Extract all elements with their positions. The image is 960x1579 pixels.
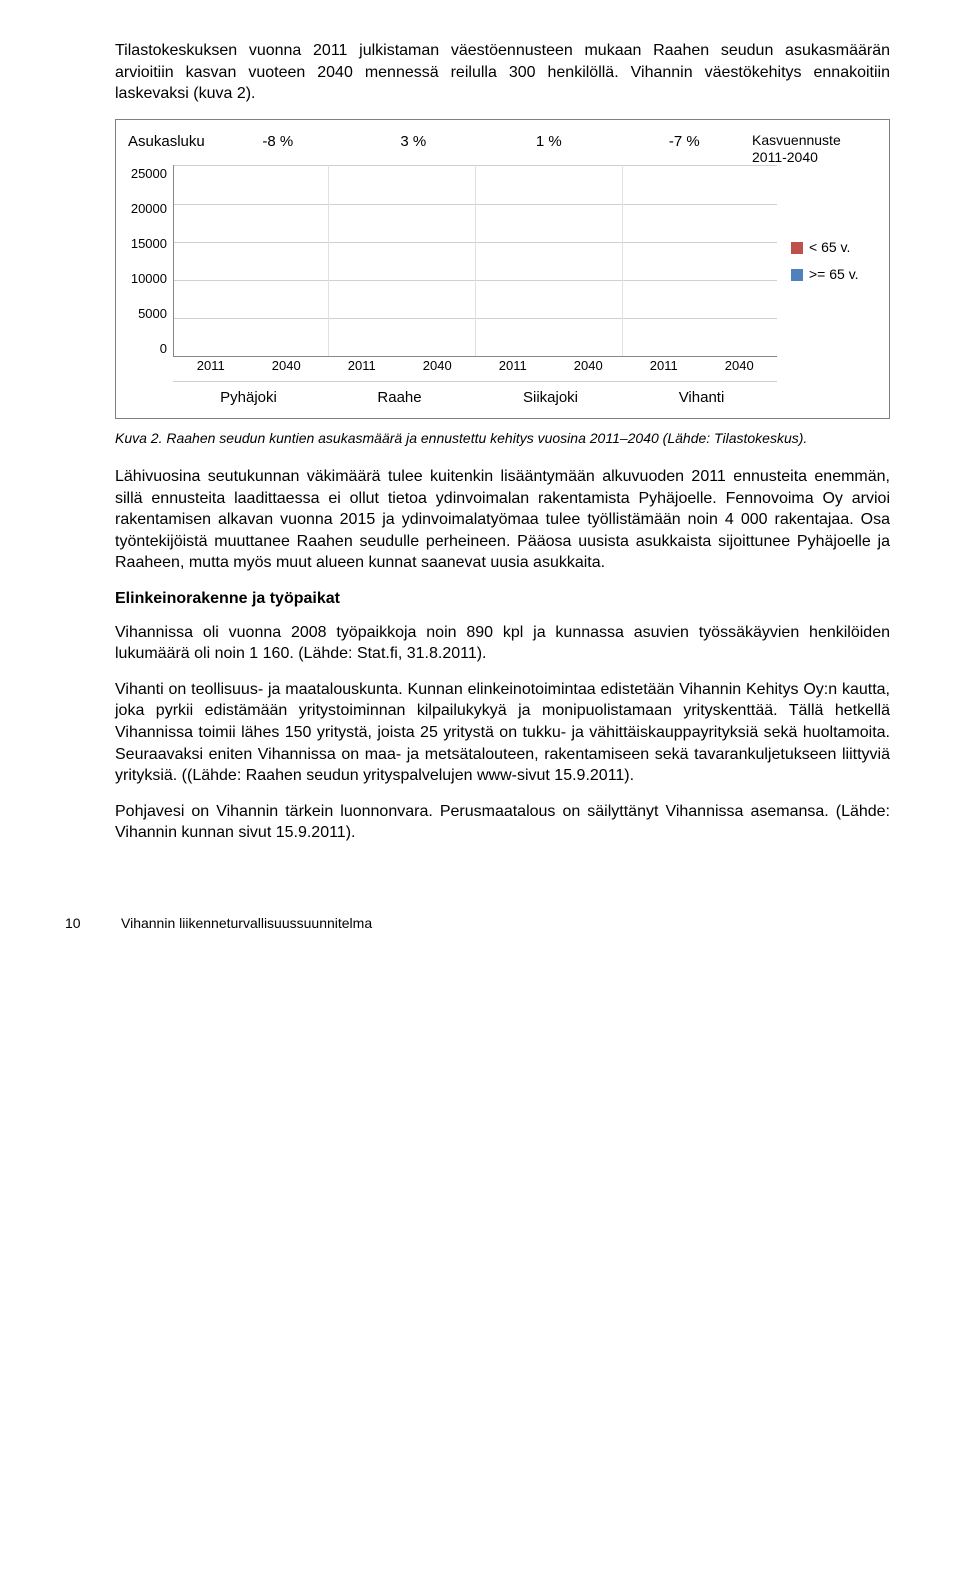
x-tick-year: 2011 — [626, 357, 702, 375]
page-footer: 10 Vihannin liikenneturvallisuussuunnite… — [65, 914, 890, 933]
x-axis-municipalities: PyhäjokiRaaheSiikajokiVihanti — [173, 375, 777, 412]
bar-group — [476, 165, 623, 356]
section-heading: Elinkeinorakenne ja työpaikat — [115, 588, 890, 610]
legend-swatch-icon — [791, 269, 803, 281]
y-tick: 10000 — [131, 270, 167, 288]
legend-swatch-icon — [791, 242, 803, 254]
legend-label: >= 65 v. — [809, 265, 859, 284]
growth-value: -7 % — [617, 132, 753, 152]
body-paragraph: Vihanti on teollisuus- ja maatalouskunta… — [115, 679, 890, 787]
growth-value: 3 % — [346, 132, 482, 152]
page-number: 10 — [65, 914, 95, 933]
growth-value: -8 % — [210, 132, 346, 152]
y-tick: 0 — [160, 340, 167, 358]
y-axis-ticks: 25000 20000 15000 10000 5000 0 — [128, 165, 173, 357]
body-paragraph: Vihannissa oli vuonna 2008 työpaikkoja n… — [115, 622, 890, 665]
bar-group — [623, 165, 769, 356]
body-paragraph: Lähivuosina seutukunnan väkimäärä tulee … — [115, 466, 890, 574]
plot-area — [173, 165, 777, 357]
x-tick-year: 2011 — [173, 357, 249, 375]
y-tick: 20000 — [131, 200, 167, 218]
y-tick: 15000 — [131, 235, 167, 253]
x-tick-year: 2040 — [702, 357, 778, 375]
footer-title: Vihannin liikenneturvallisuussuunnitelma — [121, 914, 372, 933]
intro-paragraph: Tilastokeskuksen vuonna 2011 julkistaman… — [115, 40, 890, 105]
x-tick-year: 2040 — [400, 357, 476, 375]
x-axis-years: 20112040201120402011204020112040 — [173, 357, 777, 375]
chart-caption: Kuva 2. Raahen seudun kuntien asukasmäär… — [115, 429, 890, 448]
bar-group — [329, 165, 476, 356]
x-tick-year: 2040 — [551, 357, 627, 375]
legend-item-under65: < 65 v. — [791, 238, 877, 257]
x-tick-year: 2011 — [324, 357, 400, 375]
chart-legend: < 65 v. >= 65 v. — [777, 165, 877, 357]
y-axis-label: Asukasluku — [128, 132, 210, 152]
population-chart: Asukasluku -8 % 3 % 1 % -7 % Kasvuennust… — [115, 119, 890, 419]
x-tick-municipality: Pyhäjoki — [173, 381, 324, 408]
growth-title: Kasvuennuste 2011-2040 — [752, 132, 877, 166]
x-tick-year: 2040 — [249, 357, 325, 375]
body-paragraph: Pohjavesi on Vihannin tärkein luonnonvar… — [115, 801, 890, 844]
x-tick-municipality: Raahe — [324, 381, 475, 408]
growth-percent-row: -8 % 3 % 1 % -7 % — [210, 132, 752, 158]
growth-value: 1 % — [481, 132, 617, 152]
y-tick: 5000 — [138, 305, 167, 323]
legend-item-over65: >= 65 v. — [791, 265, 877, 284]
x-tick-municipality: Siikajoki — [475, 381, 626, 408]
x-tick-municipality: Vihanti — [626, 381, 777, 408]
x-tick-year: 2011 — [475, 357, 551, 375]
legend-label: < 65 v. — [809, 238, 850, 257]
bar-group — [182, 165, 329, 356]
y-tick: 25000 — [131, 165, 167, 183]
